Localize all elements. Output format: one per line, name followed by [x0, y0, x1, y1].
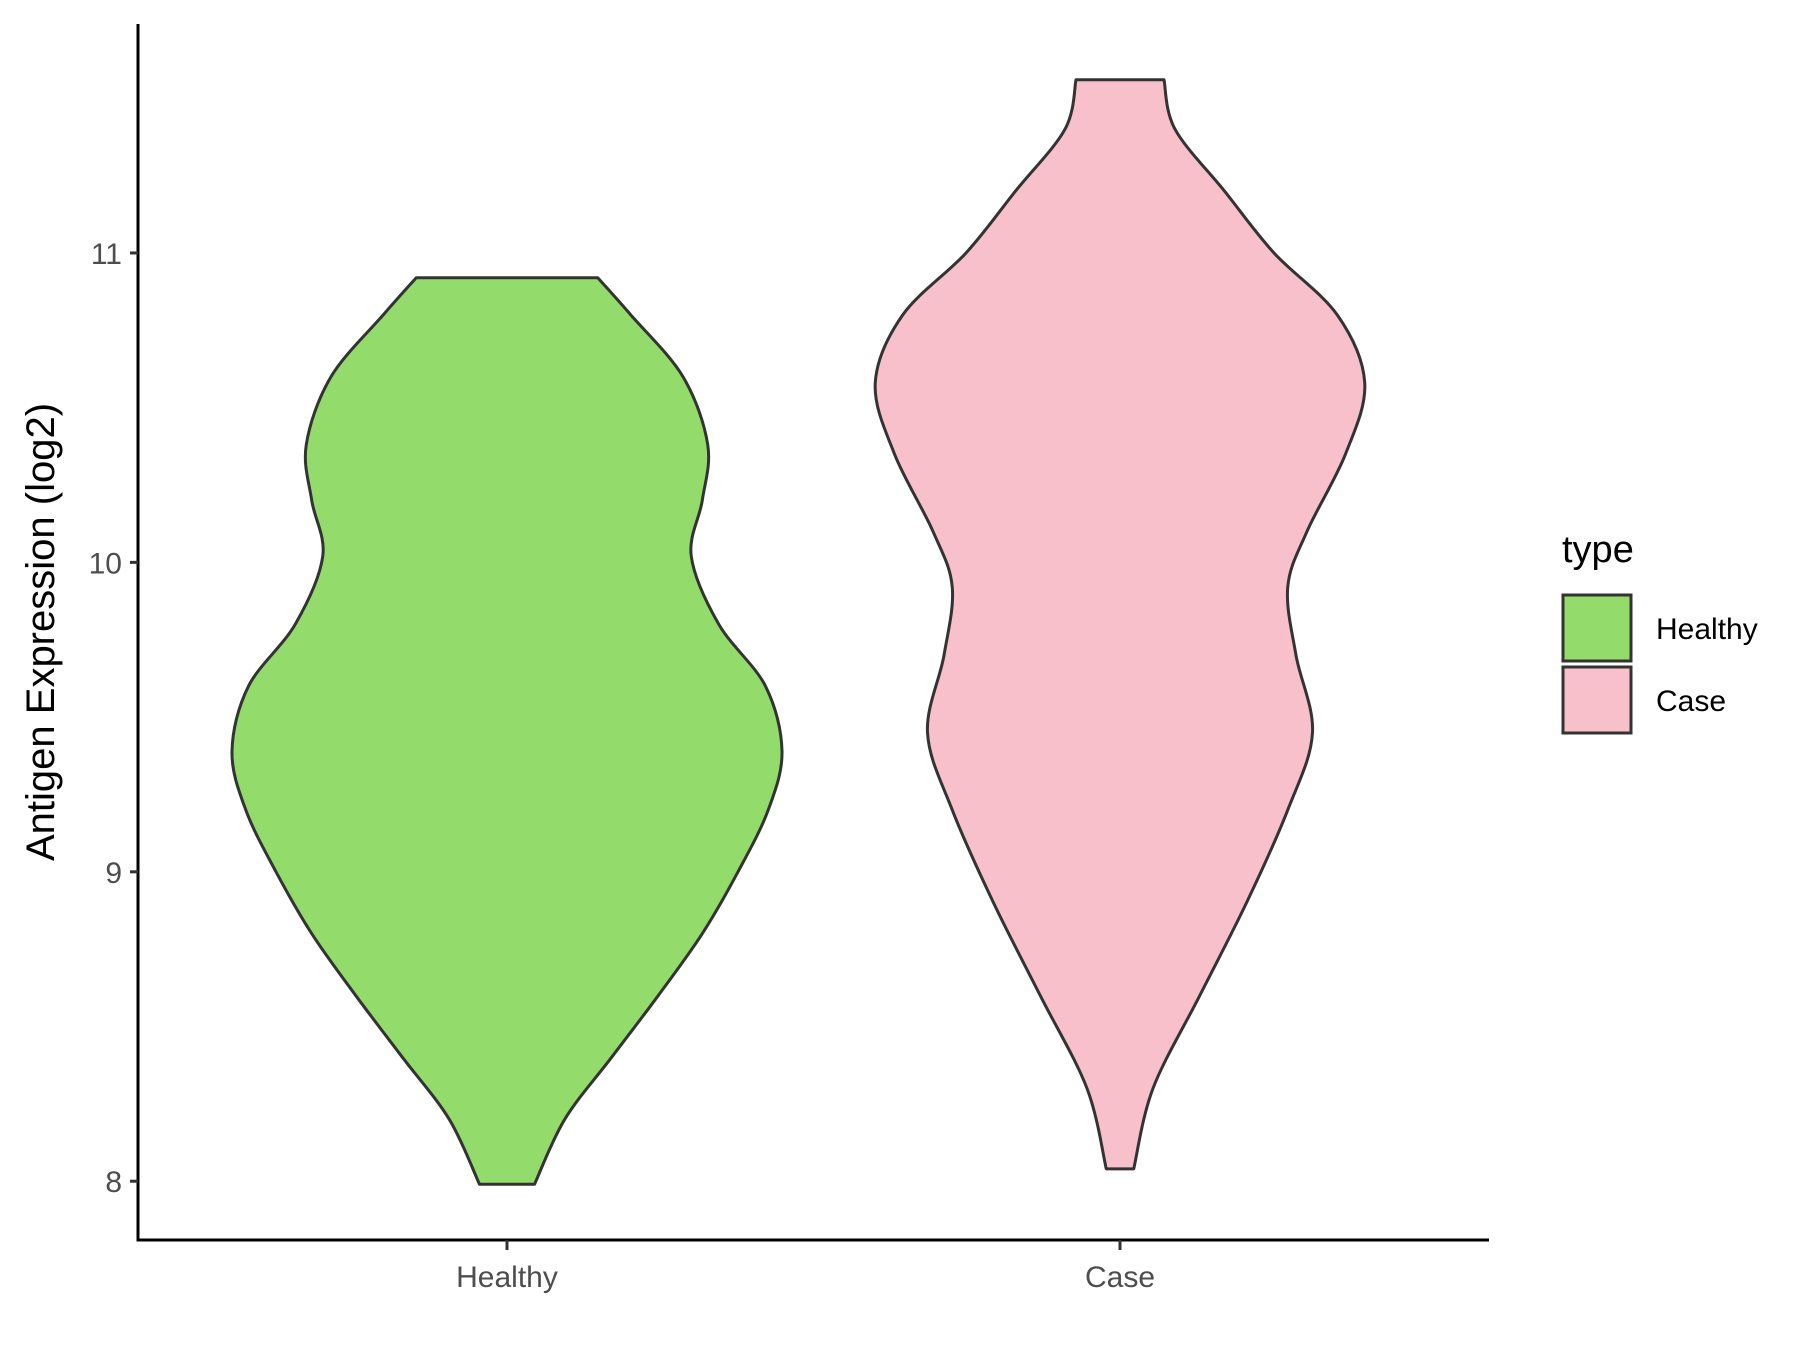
violin-case — [873, 78, 1367, 1171]
y-axis-ticks: 8 9 10 11 — [89, 238, 138, 1199]
legend-title: type — [1562, 529, 1634, 571]
legend-swatch — [1561, 593, 1633, 663]
legend: type Healthy Case — [1561, 529, 1758, 735]
x-tick-label: Healthy — [456, 1261, 558, 1294]
y-tick-label: 11 — [91, 238, 122, 271]
legend-entries: Healthy Case — [1561, 593, 1758, 735]
legend-label: Healthy — [1656, 613, 1758, 646]
legend-label: Case — [1656, 685, 1726, 718]
x-axis-ticks: Healthy Case — [456, 1240, 1155, 1294]
legend-swatch — [1561, 665, 1633, 735]
x-tick-label: Case — [1085, 1261, 1155, 1294]
y-tick-label: 9 — [105, 857, 122, 890]
y-axis-title: Antigen Expression (log2) — [19, 403, 63, 861]
y-tick-label: 8 — [105, 1166, 122, 1199]
violin-layer — [230, 78, 1367, 1186]
y-tick-label: 10 — [89, 547, 122, 580]
violin-healthy — [230, 276, 784, 1186]
